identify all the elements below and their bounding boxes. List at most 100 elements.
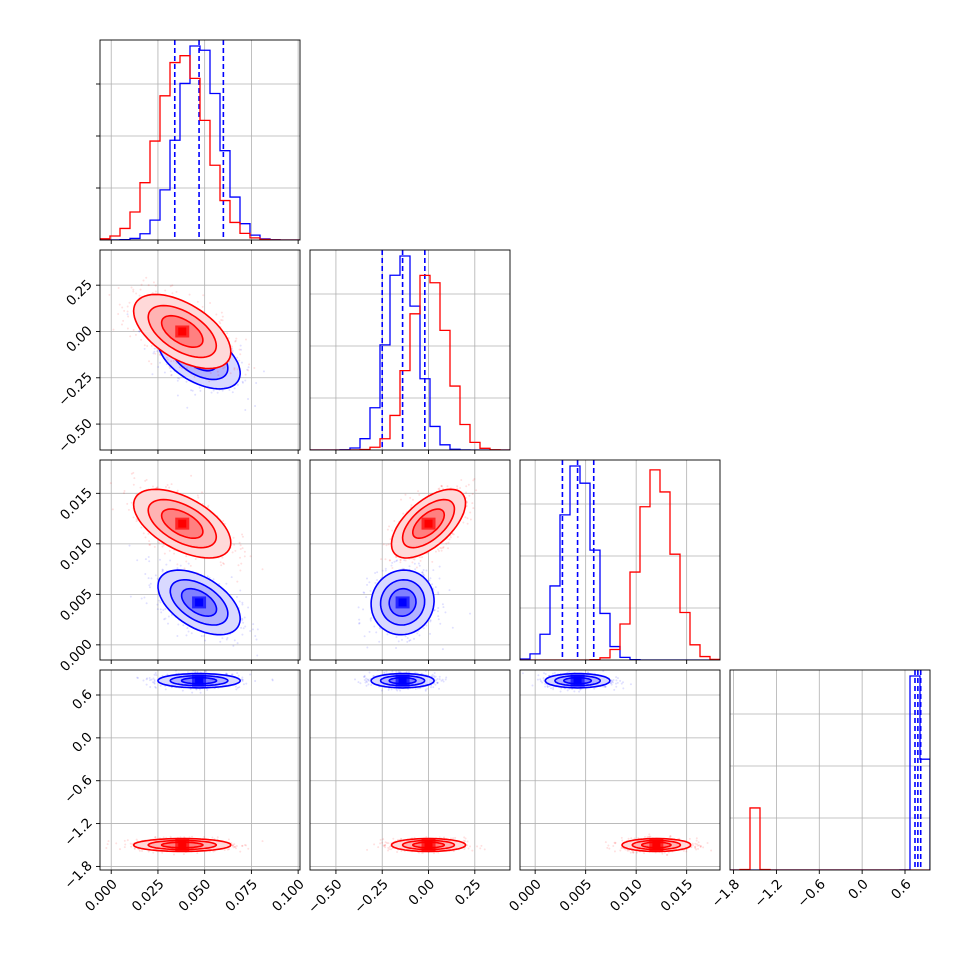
scatter-point xyxy=(376,578,379,581)
scatter-point xyxy=(201,491,204,494)
scatter-point xyxy=(148,584,151,587)
scatter-point xyxy=(437,548,440,551)
scatter-point xyxy=(127,508,130,511)
scatter-point xyxy=(154,290,157,293)
scatter-point xyxy=(439,622,442,625)
contour-line xyxy=(160,314,204,348)
scatter-point xyxy=(441,603,444,606)
scatter-point xyxy=(233,639,236,642)
scatter-point xyxy=(363,591,366,594)
scatter-point xyxy=(241,676,244,679)
density-peak xyxy=(178,519,187,528)
scatter-point xyxy=(244,409,247,412)
scatter-point xyxy=(130,472,133,475)
scatter-point xyxy=(418,493,421,496)
scatter-point xyxy=(434,550,437,553)
scatter-point xyxy=(437,591,440,594)
scatter-point xyxy=(437,593,440,596)
density-peak xyxy=(178,327,187,336)
scatter-point xyxy=(198,688,201,691)
scatter-point xyxy=(148,586,151,589)
scatter-point xyxy=(153,681,156,684)
scatter-point xyxy=(194,670,197,673)
scatter-point xyxy=(376,571,379,574)
scatter-point xyxy=(133,477,136,480)
scatter-point xyxy=(153,680,156,683)
scatter-point xyxy=(235,688,238,691)
scatter-point xyxy=(240,626,243,629)
scatter-point xyxy=(134,333,137,336)
scatter-point xyxy=(389,559,392,562)
scatter-point xyxy=(153,350,156,353)
scatter-point xyxy=(393,520,396,523)
scatter-point xyxy=(239,344,242,347)
scatter-point xyxy=(117,312,120,315)
scatter-point xyxy=(386,633,389,636)
scatter-point xyxy=(421,556,424,559)
scatter-point xyxy=(170,373,173,376)
scatter-point xyxy=(132,288,135,291)
panel-1-0 xyxy=(100,250,300,450)
scatter-point xyxy=(187,562,190,565)
scatter-point xyxy=(431,560,434,563)
scatter-point xyxy=(244,379,247,382)
scatter-point xyxy=(188,293,191,296)
scatter-point xyxy=(271,678,274,681)
scatter-point xyxy=(144,536,147,539)
scatter-point xyxy=(418,634,421,637)
scatter-point xyxy=(239,556,242,559)
scatter-point xyxy=(220,564,223,567)
scatter-point xyxy=(397,640,400,643)
scatter-point xyxy=(433,609,436,612)
scatter-point xyxy=(230,673,233,676)
scatter-point xyxy=(232,536,235,539)
scatter-point xyxy=(465,500,468,503)
scatter-point xyxy=(221,556,224,559)
scatter-point xyxy=(465,504,468,507)
scatter-point xyxy=(161,570,164,573)
scatter-point xyxy=(159,601,162,604)
scatter-point xyxy=(400,638,403,641)
scatter-point xyxy=(117,287,120,290)
scatter-point xyxy=(194,393,197,396)
scatter-point xyxy=(176,563,179,566)
scatter-point xyxy=(244,373,247,376)
scatter-point xyxy=(218,320,221,323)
scatter-point xyxy=(226,636,229,639)
histogram-step xyxy=(100,45,300,240)
scatter-point xyxy=(220,311,223,314)
scatter-point xyxy=(219,640,222,643)
scatter-point xyxy=(183,567,186,570)
scatter-point xyxy=(411,561,414,564)
scatter-point xyxy=(169,367,172,370)
scatter-point xyxy=(150,577,153,580)
scatter-point xyxy=(216,391,219,394)
scatter-point xyxy=(429,619,432,622)
scatter-point xyxy=(365,596,368,599)
scatter-point xyxy=(156,603,159,606)
scatter-point xyxy=(452,533,455,536)
scatter-point xyxy=(391,566,394,569)
scatter-point xyxy=(142,532,145,535)
scatter-point xyxy=(226,673,229,676)
scatter-point xyxy=(363,635,366,638)
scatter-point xyxy=(176,379,179,382)
scatter-point xyxy=(425,624,428,627)
scatter-point xyxy=(254,679,257,682)
scatter-point xyxy=(378,640,381,643)
scatter-point xyxy=(240,619,243,622)
scatter-point xyxy=(246,368,249,371)
scatter-point xyxy=(433,609,436,612)
scatter-point xyxy=(154,672,157,675)
scatter-point xyxy=(395,556,398,559)
scatter-point xyxy=(185,366,188,369)
scatter-point xyxy=(415,566,418,569)
scatter-point xyxy=(185,555,188,558)
scatter-point xyxy=(395,636,398,639)
scatter-point xyxy=(151,681,154,684)
scatter-point xyxy=(374,571,377,574)
scatter-point xyxy=(220,319,223,322)
scatter-point xyxy=(151,373,154,376)
contour-line xyxy=(379,578,426,626)
scatter-point xyxy=(261,568,264,571)
